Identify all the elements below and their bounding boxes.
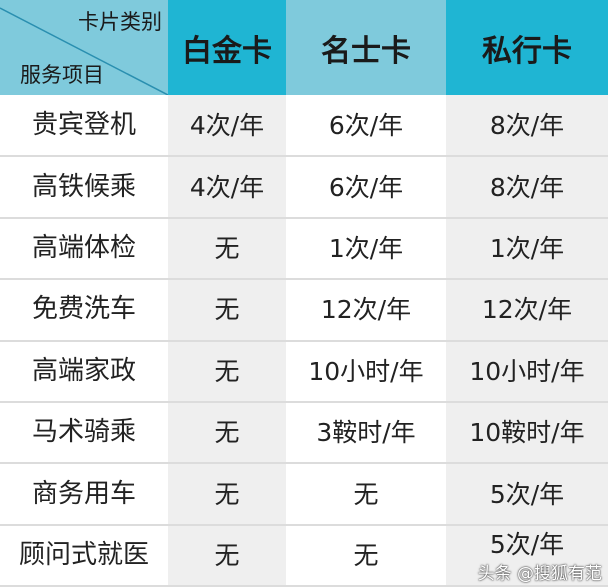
benefit-cell: 8次/年 (446, 156, 608, 219)
column-header-platinum: 白金卡 (168, 0, 286, 95)
benefit-cell: 无 (168, 463, 286, 526)
benefit-cell: 无 (286, 463, 446, 526)
table-row: 马术骑乘无 3鞍时/年 10鞍时/年 (0, 401, 608, 465)
benefit-cell: 4次/年 (168, 156, 286, 219)
column-header-mingshi: 名士卡 (286, 0, 446, 95)
benefit-cell: 6次/年 (286, 95, 446, 158)
watermark: 头条 @搜狐有范 (477, 564, 602, 584)
service-name: 高铁候乘 (0, 156, 168, 219)
benefit-cell: 5次/年 (446, 463, 608, 526)
benefit-cell: 10小时/年 (286, 340, 446, 403)
service-name: 高端体检 (0, 217, 168, 281)
benefit-cell: 无 (286, 524, 446, 587)
benefit-cell: 1次/年 (286, 217, 446, 281)
benefit-cell: 6次/年 (286, 156, 446, 219)
table-row: 顾问式就医无无 5次/年 (0, 524, 608, 587)
benefit-cell: 5次/年 (446, 524, 608, 587)
column-header-private: 私行卡 (446, 0, 608, 95)
table-row: 高铁候乘 4次/年 6次/年 8次/年 (0, 156, 608, 219)
benefit-cell: 3鞍时/年 (286, 401, 446, 465)
service-item-label: 服务项目 (20, 63, 104, 87)
benefit-cell: 8次/年 (446, 95, 608, 158)
benefit-cell: 10鞍时/年 (446, 401, 608, 465)
service-name: 顾问式就医 (0, 524, 168, 587)
benefit-cell: 无 (168, 340, 286, 403)
service-name: 马术骑乘 (0, 401, 168, 465)
benefit-cell: 无 (168, 401, 286, 465)
benefit-cell: 4次/年 (168, 95, 286, 158)
table-row: 贵宾登机 4次/年 6次/年 8次/年 (0, 95, 608, 158)
table-row: 高端体检无 1次/年 1次/年 (0, 217, 608, 281)
benefit-cell: 1次/年 (446, 217, 608, 281)
service-name: 商务用车 (0, 463, 168, 526)
benefit-cell: 12次/年 (286, 279, 446, 342)
benefit-cell: 无 (168, 524, 286, 587)
header-row: 卡片类别 服务项目 白金卡 名士卡 私行卡 (0, 0, 608, 95)
card-type-label: 卡片类别 (78, 10, 162, 34)
benefit-cell: 无 (168, 279, 286, 342)
service-name: 高端家政 (0, 340, 168, 403)
table-row: 免费洗车无 12次/年 12次/年 (0, 279, 608, 342)
table-row: 商务用车无无 5次/年 (0, 463, 608, 526)
service-name: 免费洗车 (0, 279, 168, 342)
table-row: 高端家政无 10小时/年 10小时/年 (0, 340, 608, 403)
diagonal-line (0, 7, 168, 95)
corner-header: 卡片类别 服务项目 (0, 0, 168, 95)
benefit-cell: 12次/年 (446, 279, 608, 342)
benefit-cell: 10小时/年 (446, 340, 608, 403)
service-name: 贵宾登机 (0, 95, 168, 158)
benefit-cell: 无 (168, 217, 286, 281)
